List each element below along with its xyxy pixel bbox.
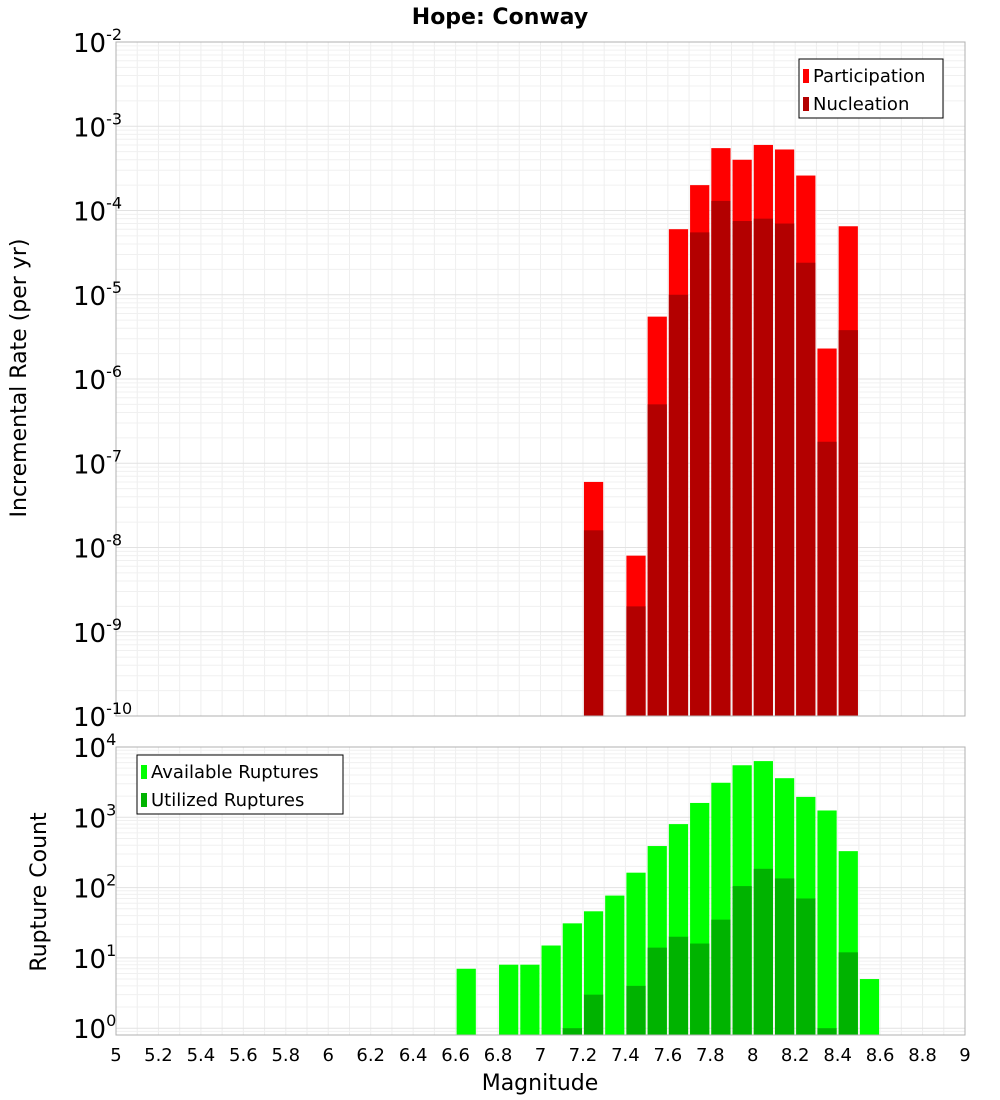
x-tick-label: 5.2 xyxy=(144,1045,173,1066)
bottom-bar xyxy=(859,979,880,1035)
x-tick-label: 7.8 xyxy=(696,1045,725,1066)
bottom-series-1 xyxy=(562,868,858,1035)
top-bar xyxy=(817,441,837,716)
bottom-bar xyxy=(817,1028,837,1035)
x-tick-label: 7.6 xyxy=(654,1045,683,1066)
bottom-legend-swatch xyxy=(141,765,147,779)
bottom-legend: Available Ruptures Utilized Ruptures xyxy=(136,754,344,815)
top-y-axis-label: Incremental Rate (per yr) xyxy=(7,239,32,518)
x-axis-label: Magnitude xyxy=(482,1071,599,1096)
bottom-bar xyxy=(541,945,561,1035)
top-bar xyxy=(732,221,752,716)
bottom-y-tick-label: 100 xyxy=(73,1011,116,1045)
top-panel: 10-10 10-9 10-8 10-7 10-6 10-5 10-4 10-3 10-2 Par… xyxy=(73,25,966,733)
x-tick-label: 7.4 xyxy=(611,1045,640,1066)
bottom-legend-swatch xyxy=(141,793,147,807)
x-tick-label: 8 xyxy=(747,1045,758,1066)
top-legend: Participation Nucleation xyxy=(798,58,944,119)
x-tick-label: 7 xyxy=(535,1045,546,1066)
bottom-bar xyxy=(838,952,858,1035)
top-legend-entry: Participation xyxy=(813,66,925,87)
top-bar xyxy=(668,294,689,716)
top-y-tick-label: 10-2 xyxy=(73,25,122,59)
top-legend-entry: Nucleation xyxy=(813,94,909,115)
bottom-y-axis-label: Rupture Count xyxy=(27,812,52,972)
top-bar xyxy=(796,262,816,716)
x-tick-label: 6.6 xyxy=(441,1045,470,1066)
bottom-bar xyxy=(583,994,604,1035)
top-bar xyxy=(583,530,604,716)
bottom-bar xyxy=(562,923,582,1035)
x-tick-label: 6.2 xyxy=(356,1045,385,1066)
top-y-tick-label: 10-3 xyxy=(73,109,122,143)
bottom-bar xyxy=(562,1028,582,1035)
top-bar xyxy=(838,330,858,716)
bottom-bar xyxy=(753,868,773,1035)
bottom-bar xyxy=(690,943,710,1035)
bottom-bar xyxy=(647,947,667,1035)
x-tick-label: 8.2 xyxy=(781,1045,810,1066)
x-tick-label: 8.8 xyxy=(908,1045,937,1066)
x-tick-label: 6.8 xyxy=(484,1045,513,1066)
bottom-bar xyxy=(520,964,540,1035)
bottom-bar xyxy=(711,919,731,1035)
top-legend-swatch xyxy=(803,97,809,111)
bottom-bar xyxy=(499,964,519,1035)
bottom-y-tick-label: 103 xyxy=(73,800,116,834)
top-bar xyxy=(753,218,773,716)
bottom-y-tick-label: 104 xyxy=(73,730,116,764)
x-tick-label: 9 xyxy=(959,1045,970,1066)
top-bar xyxy=(647,404,667,716)
top-bar xyxy=(711,200,731,716)
bottom-legend-entry: Utilized Ruptures xyxy=(151,790,304,811)
x-tick-label: 5.6 xyxy=(229,1045,258,1066)
bottom-bar xyxy=(796,898,816,1035)
bottom-bar xyxy=(668,936,689,1035)
top-legend-box xyxy=(798,58,944,119)
bottom-panel: 100 101 102 103 104 Available Ruptures Utilize… xyxy=(73,730,971,1066)
top-gridlines xyxy=(115,42,966,717)
bottom-y-tick-label: 102 xyxy=(73,871,116,905)
x-tick-label: 6.4 xyxy=(399,1045,428,1066)
x-tick-label: 8.4 xyxy=(823,1045,852,1066)
top-series-1 xyxy=(583,200,858,717)
bottom-bar xyxy=(732,886,752,1035)
bottom-plot-frame xyxy=(115,746,966,1036)
top-y-tick-label: 10-10 xyxy=(73,699,132,733)
top-legend-swatch xyxy=(803,69,809,83)
x-tick-label: 5 xyxy=(110,1045,121,1066)
top-bar xyxy=(690,232,710,716)
top-y-tick-label: 10-9 xyxy=(73,615,122,649)
bottom-bar xyxy=(626,985,646,1035)
x-tick-label: 7.2 xyxy=(569,1045,598,1066)
x-tick-label: 6 xyxy=(323,1045,334,1066)
bottom-legend-entry: Available Ruptures xyxy=(151,762,319,783)
x-tick-label: 5.8 xyxy=(271,1045,300,1066)
bottom-bar xyxy=(456,968,476,1035)
bottom-bar xyxy=(774,878,795,1035)
x-tick-label: 5.4 xyxy=(187,1045,216,1066)
top-y-tick-label: 10-8 xyxy=(73,531,122,565)
chart-title: Hope: Conway xyxy=(412,5,588,30)
top-y-tick-label: 10-4 xyxy=(73,194,122,228)
top-bar xyxy=(774,223,795,717)
bottom-bar xyxy=(817,810,837,1035)
bottom-legend-box xyxy=(136,754,344,815)
top-y-tick-label: 10-7 xyxy=(73,446,122,480)
x-tick-label: 8.6 xyxy=(866,1045,895,1066)
top-bar xyxy=(626,606,646,716)
bottom-bar xyxy=(605,895,625,1035)
bottom-y-tick-label: 101 xyxy=(73,941,116,975)
top-y-tick-label: 10-6 xyxy=(73,362,122,396)
top-y-tick-label: 10-5 xyxy=(73,278,122,312)
top-plot-frame xyxy=(115,41,966,717)
